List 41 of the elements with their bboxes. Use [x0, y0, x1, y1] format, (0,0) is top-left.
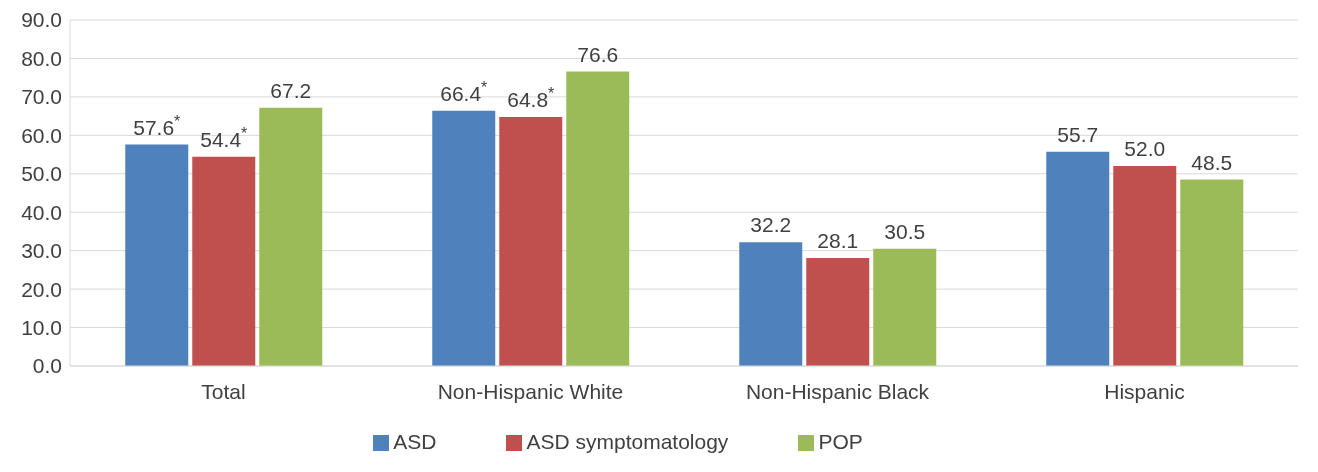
bar	[499, 116, 563, 366]
y-tick-label: 10.0	[21, 316, 62, 340]
x-tick-label: Hispanic	[1104, 379, 1185, 403]
y-tick-label: 40.0	[21, 200, 62, 224]
x-tick-label: Non-Hispanic White	[437, 379, 624, 403]
y-tick-label: 60.0	[21, 123, 62, 147]
bar	[432, 110, 496, 366]
y-tick-label: 80.0	[21, 46, 62, 70]
data-label: 67.2	[270, 78, 312, 102]
bar	[125, 144, 189, 366]
data-label: 54.4$^{*}$	[200, 124, 248, 151]
y-tick-label: 50.0	[21, 162, 62, 186]
data-label: 52.0	[1124, 137, 1166, 161]
data-label: 66.4$^{*}$	[440, 78, 488, 105]
x-tick-label: Non-Hispanic Black	[745, 379, 930, 403]
y-tick-label: 0.0	[32, 354, 62, 378]
y-tick-label: 90.0	[21, 8, 62, 32]
y-tick-label: 20.0	[21, 277, 62, 301]
legend-label: ASD	[393, 430, 437, 453]
y-tick-label: 30.0	[21, 239, 62, 263]
data-label: 30.5	[884, 219, 926, 243]
legend-label: POP	[818, 430, 863, 453]
data-label: 57.6$^{*}$	[133, 112, 181, 139]
data-label: 32.2	[750, 213, 792, 237]
data-label: 48.5	[1191, 150, 1233, 174]
legend-label: ASD symptomatology	[526, 430, 729, 453]
y-tick-label: 70.0	[21, 85, 62, 109]
data-label: 28.1	[817, 228, 859, 252]
bar	[1046, 151, 1110, 366]
data-label: 55.7	[1057, 122, 1099, 146]
bar	[739, 242, 803, 366]
bar	[259, 107, 323, 366]
bar	[1180, 179, 1244, 366]
x-tick-label: Total	[201, 379, 246, 403]
bar	[566, 71, 630, 366]
bar	[1113, 166, 1177, 366]
data-label: 76.6	[577, 42, 619, 66]
bar	[873, 248, 937, 366]
bar	[192, 156, 256, 366]
bar	[806, 257, 870, 366]
data-label: 64.8$^{*}$	[507, 84, 555, 111]
